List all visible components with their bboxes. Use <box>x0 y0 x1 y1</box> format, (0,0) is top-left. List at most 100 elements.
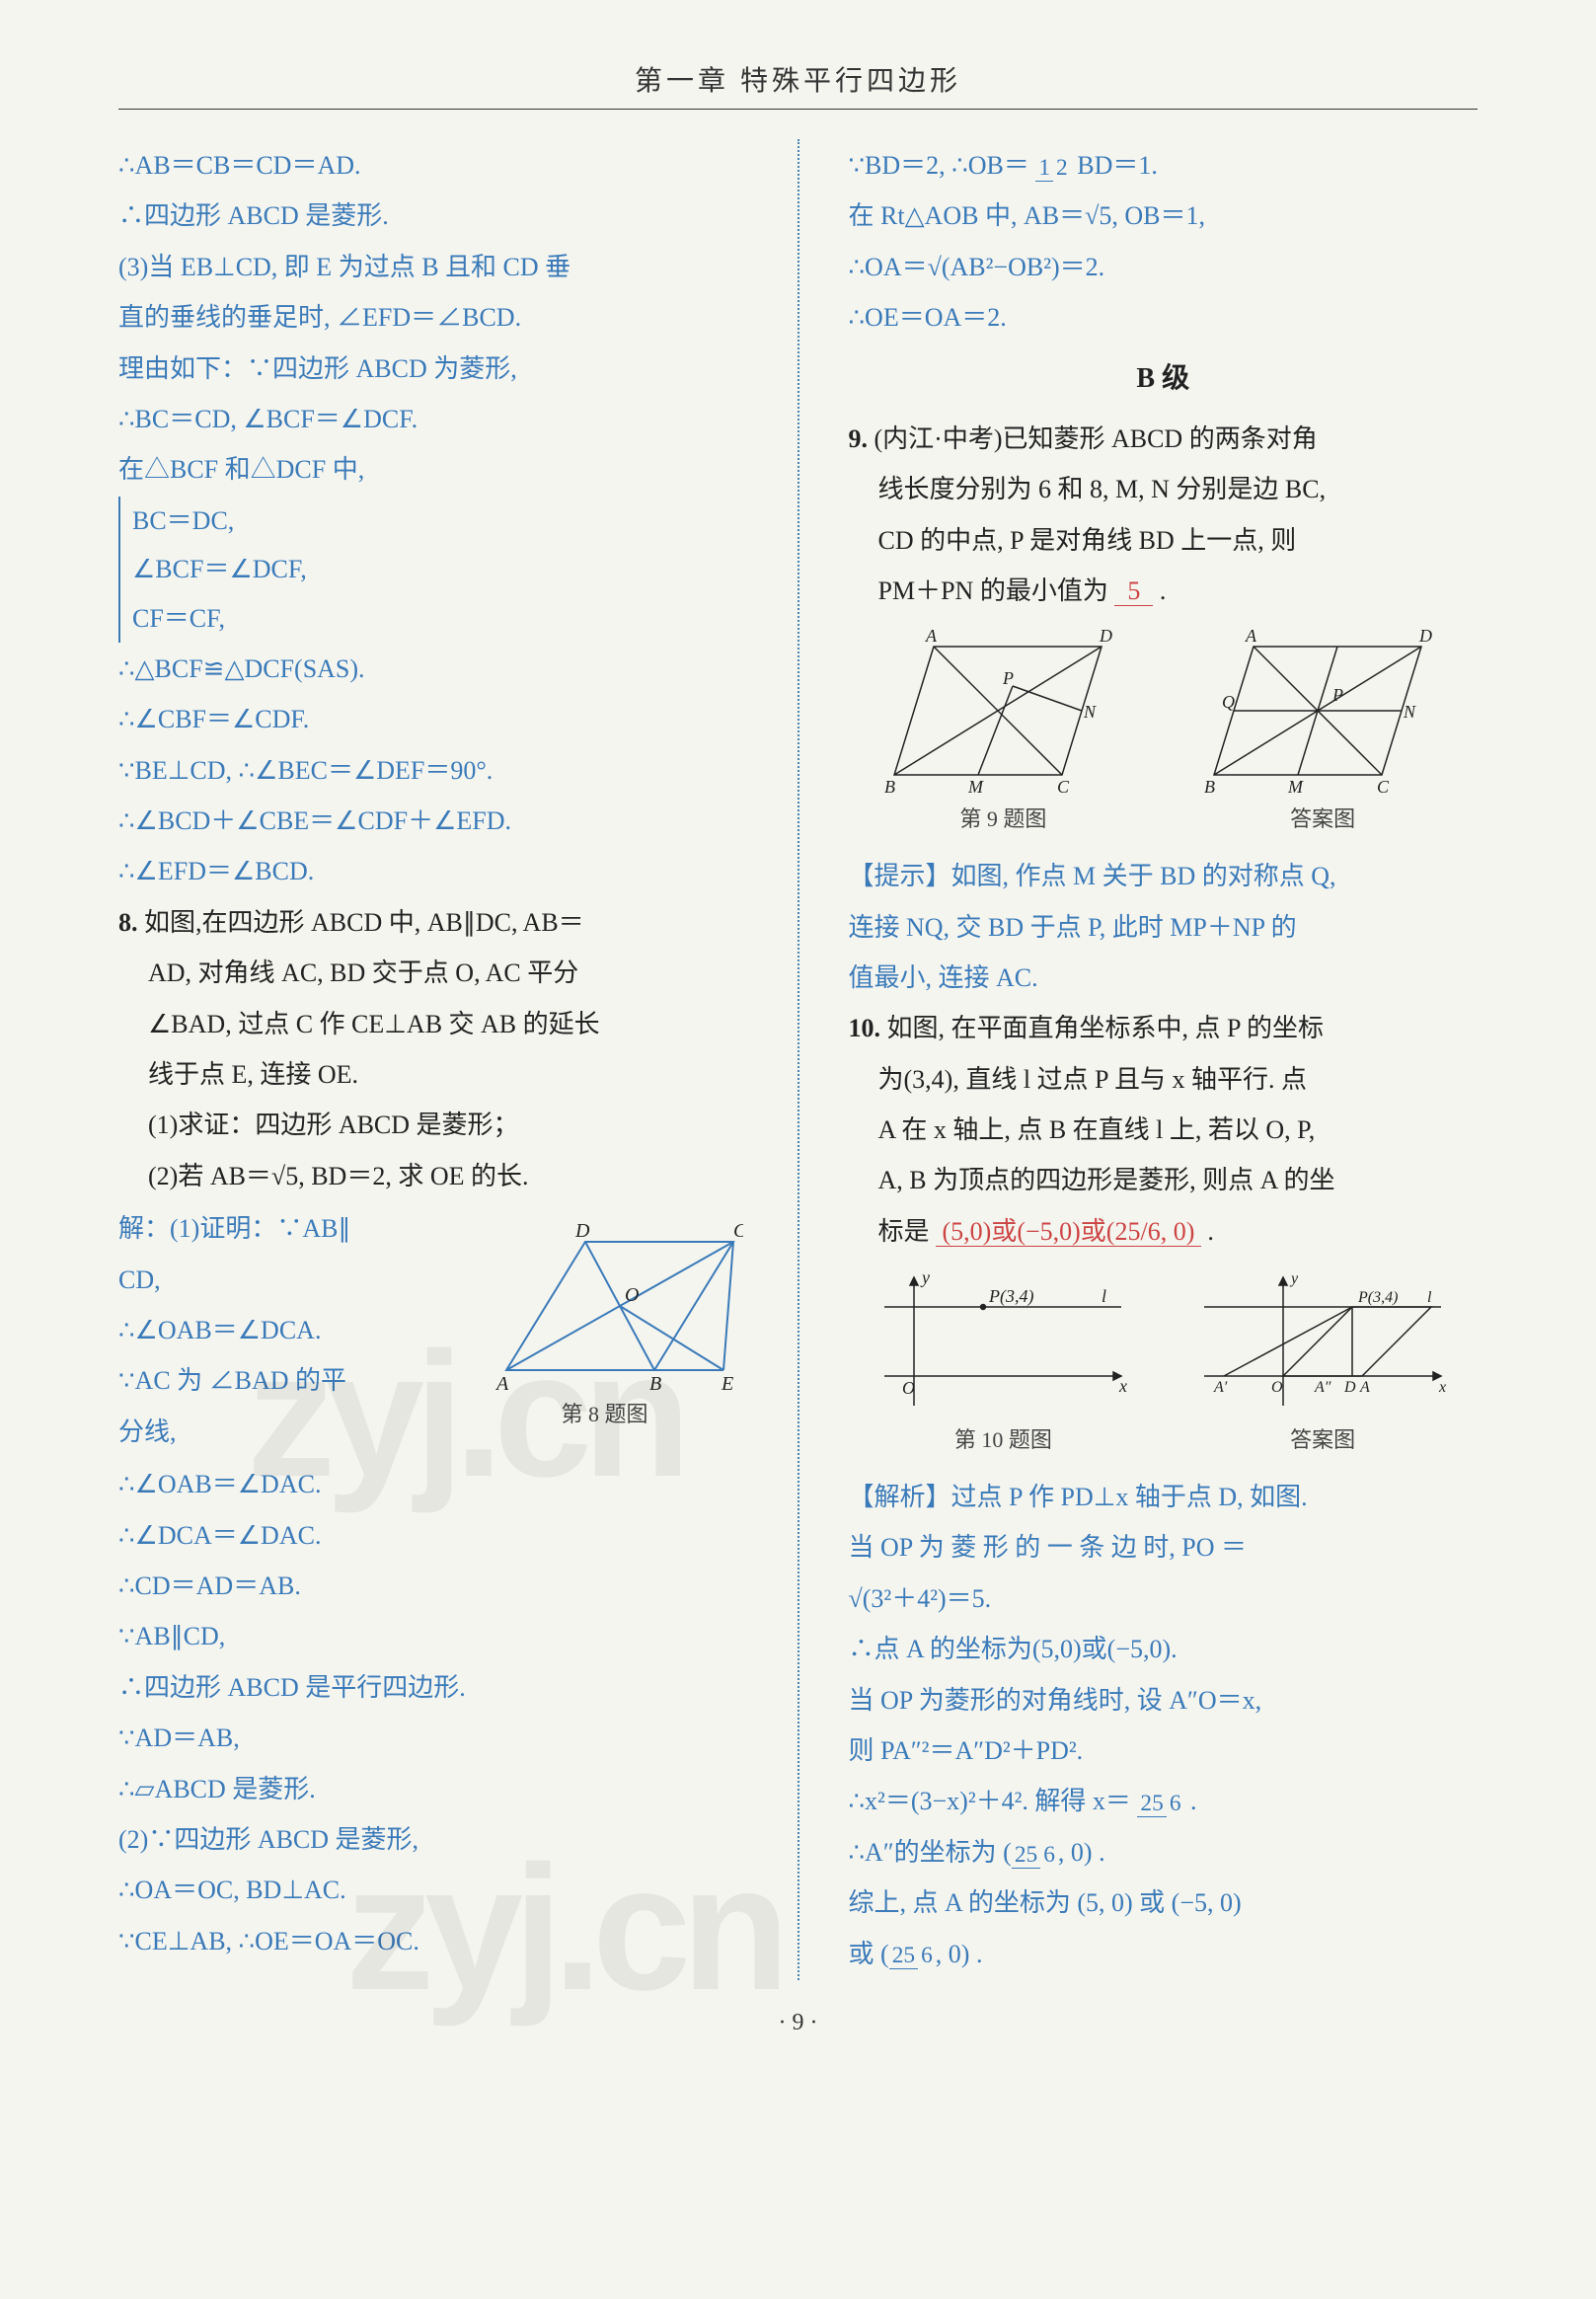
svg-text:Q: Q <box>1222 692 1235 712</box>
problem-8: 8. 如图,在四边形 ABCD 中, AB∥DC, AB＝ <box>118 898 748 947</box>
hint-line: 【提示】如图, 作点 M 关于 BD 的对称点 Q, <box>849 852 1479 900</box>
problem-line: A 在 x 轴上, 点 B 在直线 l 上, 若以 O, P, <box>849 1106 1479 1154</box>
svg-text:N: N <box>1083 702 1097 722</box>
figure-10-right: Ox y P(3,4) l A′ A″ D A 答案图 <box>1194 1267 1451 1461</box>
right-column: ∵BD＝2, ∴OB＝ 12 BD＝1. 在 Rt△AOB 中, AB＝√5, … <box>849 139 1479 1980</box>
sol-line: ∴BC＝CD, ∠BCF＝∠DCF. <box>118 395 748 443</box>
section-b-title: B 级 <box>849 352 1479 405</box>
chapter-header: 第一章 特殊平行四边形 <box>118 59 1478 110</box>
sol-line: ∴∠OAB＝∠DCA. <box>118 1306 452 1354</box>
svg-text:A: A <box>494 1373 509 1390</box>
problem-text: 如图,在四边形 ABCD 中, AB∥DC, AB＝ <box>144 908 584 937</box>
problem-text: . <box>1160 576 1167 605</box>
text-part: ∵BD＝2, ∴OB＝ <box>849 151 1029 180</box>
sol-line: ∴△BCF≌△DCF(SAS). <box>118 645 748 693</box>
sol-line: 理由如下：∵四边形 ABCD 为菱形, <box>118 345 748 393</box>
figure-8-svg: A B C D E O <box>467 1212 743 1390</box>
hint-line: 当 OP 为菱形的对角线时, 设 A″O＝x, <box>849 1676 1479 1724</box>
brace-item: BC＝DC, <box>132 497 748 545</box>
problem-line: (2)若 AB＝√5, BD＝2, 求 OE 的长. <box>118 1152 748 1200</box>
sol-line: ∴∠DCA＝∠DAC. <box>118 1511 748 1560</box>
problem-number: 9. <box>849 424 869 453</box>
problem-line: PM＋PN 的最小值为 5 . <box>849 567 1479 615</box>
sol-brace-line: BC＝DC, ∠BCF＝∠DCF, CF＝CF, <box>118 497 748 643</box>
sol-line: 分线, <box>118 1408 452 1456</box>
figure-10-pair: Ox y P(3,4) l 第 10 题图 <box>849 1258 1479 1471</box>
svg-text:x: x <box>1438 1379 1446 1396</box>
svg-text:l: l <box>1102 1286 1106 1306</box>
hint-line: ∴x²＝(3−x)²＋4². 解得 x＝ 256 . <box>849 1777 1479 1825</box>
hint-line: √(3²＋4²)＝5. <box>849 1574 1479 1623</box>
brace-item: CF＝CF, <box>132 594 748 643</box>
sol-line: ∴OA＝√(AB²−OB²)＝2. <box>849 243 1479 291</box>
svg-text:D: D <box>574 1220 590 1242</box>
svg-text:P(3,4): P(3,4) <box>988 1286 1033 1307</box>
svg-text:N: N <box>1403 702 1416 722</box>
answer-blank: 5 <box>1114 576 1153 606</box>
sol-line: 在 Rt△AOB 中, AB＝√5, OB＝1, <box>849 192 1479 240</box>
sol-line: ∴四边形 ABCD 是平行四边形. <box>118 1663 748 1712</box>
svg-text:P: P <box>1331 685 1343 705</box>
sol-line: ∴OA＝OC, BD⊥AC. <box>118 1866 748 1914</box>
figure-10-right-caption: 答案图 <box>1194 1419 1451 1461</box>
text-part: ∴x²＝(3−x)²＋4². 解得 x＝ <box>849 1787 1131 1815</box>
svg-text:y: y <box>920 1267 930 1287</box>
text-part: . <box>1099 1838 1105 1867</box>
svg-text:A″: A″ <box>1314 1379 1331 1396</box>
figure-9-left-caption: 第 9 题图 <box>874 799 1131 840</box>
page-number: · 9 · <box>118 2010 1478 2036</box>
problem-line: 为(3,4), 直线 l 过点 P 且与 x 轴平行. 点 <box>849 1055 1479 1104</box>
svg-text:y: y <box>1289 1270 1299 1287</box>
problem-number: 10. <box>849 1014 881 1042</box>
sol-line: ∴CD＝AD＝AB. <box>118 1562 748 1610</box>
sol-line: ∴▱ABCD 是菱形. <box>118 1765 748 1813</box>
brace-item: ∠BCF＝∠DCF, <box>132 545 748 593</box>
hint-line: 或 (256, 0) . <box>849 1930 1479 1978</box>
hint-line: 值最小, 连接 AC. <box>849 954 1479 1002</box>
figure-9-left: AD BC MN P 第 9 题图 <box>874 627 1131 840</box>
sol-line: ∴AB＝CB＝CD＝AD. <box>118 141 748 190</box>
sol-line: ∴∠OAB＝∠DAC. <box>118 1460 748 1508</box>
sol-line: (3)当 EB⊥CD, 即 E 为过点 B 且和 CD 垂 <box>118 243 748 291</box>
sol-line: ∵AD＝AB, <box>118 1714 748 1762</box>
sol-line: ∵AC 为 ∠BAD 的平 <box>118 1356 452 1405</box>
problem-text: PM＋PN 的最小值为 <box>878 576 1108 605</box>
figure-9-pair: A D B C M N P 第 9 题图 <box>849 617 1479 850</box>
problem-10: 10. 如图, 在平面直角坐标系中, 点 P 的坐标 <box>849 1004 1479 1052</box>
sol-line: ∴∠BCD＋∠CBE＝∠CDF＋∠EFD. <box>118 797 748 845</box>
svg-text:l: l <box>1427 1289 1432 1306</box>
text-part: 或 <box>849 1940 874 1968</box>
figure-10-left: Ox y P(3,4) l 第 10 题图 <box>874 1267 1131 1461</box>
problem-9: 9. (内江·中考)已知菱形 ABCD 的两条对角 <box>849 415 1479 463</box>
hint-line: ∴点 A 的坐标为(5,0)或(−5,0). <box>849 1625 1479 1673</box>
svg-text:B: B <box>884 777 895 795</box>
figure-8-caption: 第 8 题图 <box>467 1394 743 1435</box>
svg-text:C: C <box>1057 777 1070 795</box>
fraction: 12 <box>1035 146 1070 190</box>
sol-line: ∵AB∥CD, <box>118 1612 748 1660</box>
sol-line: (2)∵四边形 ABCD 是菱形, <box>118 1815 748 1864</box>
hint-line: 综上, 点 A 的坐标为 (5, 0) 或 (−5, 0) <box>849 1878 1479 1927</box>
fraction: 256 <box>889 1934 936 1977</box>
svg-text:B: B <box>649 1373 661 1390</box>
svg-text:A: A <box>1359 1379 1370 1396</box>
hint-line: ∴A″的坐标为 (256, 0) . <box>849 1828 1479 1877</box>
hint-line: 连接 NQ, 交 BD 于点 P, 此时 MP＋NP 的 <box>849 903 1479 952</box>
svg-text:D: D <box>1099 627 1112 646</box>
svg-text:E: E <box>721 1373 733 1390</box>
svg-text:M: M <box>1287 777 1304 795</box>
figure-8: A B C D E O 第 8 题图 <box>467 1212 743 1435</box>
column-divider <box>798 139 799 1980</box>
fraction: 256 <box>1012 1833 1058 1877</box>
text-part: ∴A″的坐标为 <box>849 1838 997 1867</box>
sol-line: 在△BCF 和△DCF 中, <box>118 445 748 494</box>
svg-text:P: P <box>1002 668 1014 688</box>
hint-line: 当 OP 为 菱 形 的 一 条 边 时, PO ＝ <box>849 1523 1479 1571</box>
sol-line: ∴∠CBF＝∠CDF. <box>118 695 748 743</box>
svg-text:P(3,4): P(3,4) <box>1357 1289 1398 1306</box>
problem-text: 标是 <box>878 1217 930 1246</box>
svg-text:A: A <box>925 627 938 646</box>
svg-text:A′: A′ <box>1213 1379 1228 1396</box>
problem-line: AD, 对角线 AC, BD 交于点 O, AC 平分 <box>118 949 748 997</box>
problem-line: 标是 (5,0)或(−5,0)或(25/6, 0) . <box>849 1207 1479 1256</box>
